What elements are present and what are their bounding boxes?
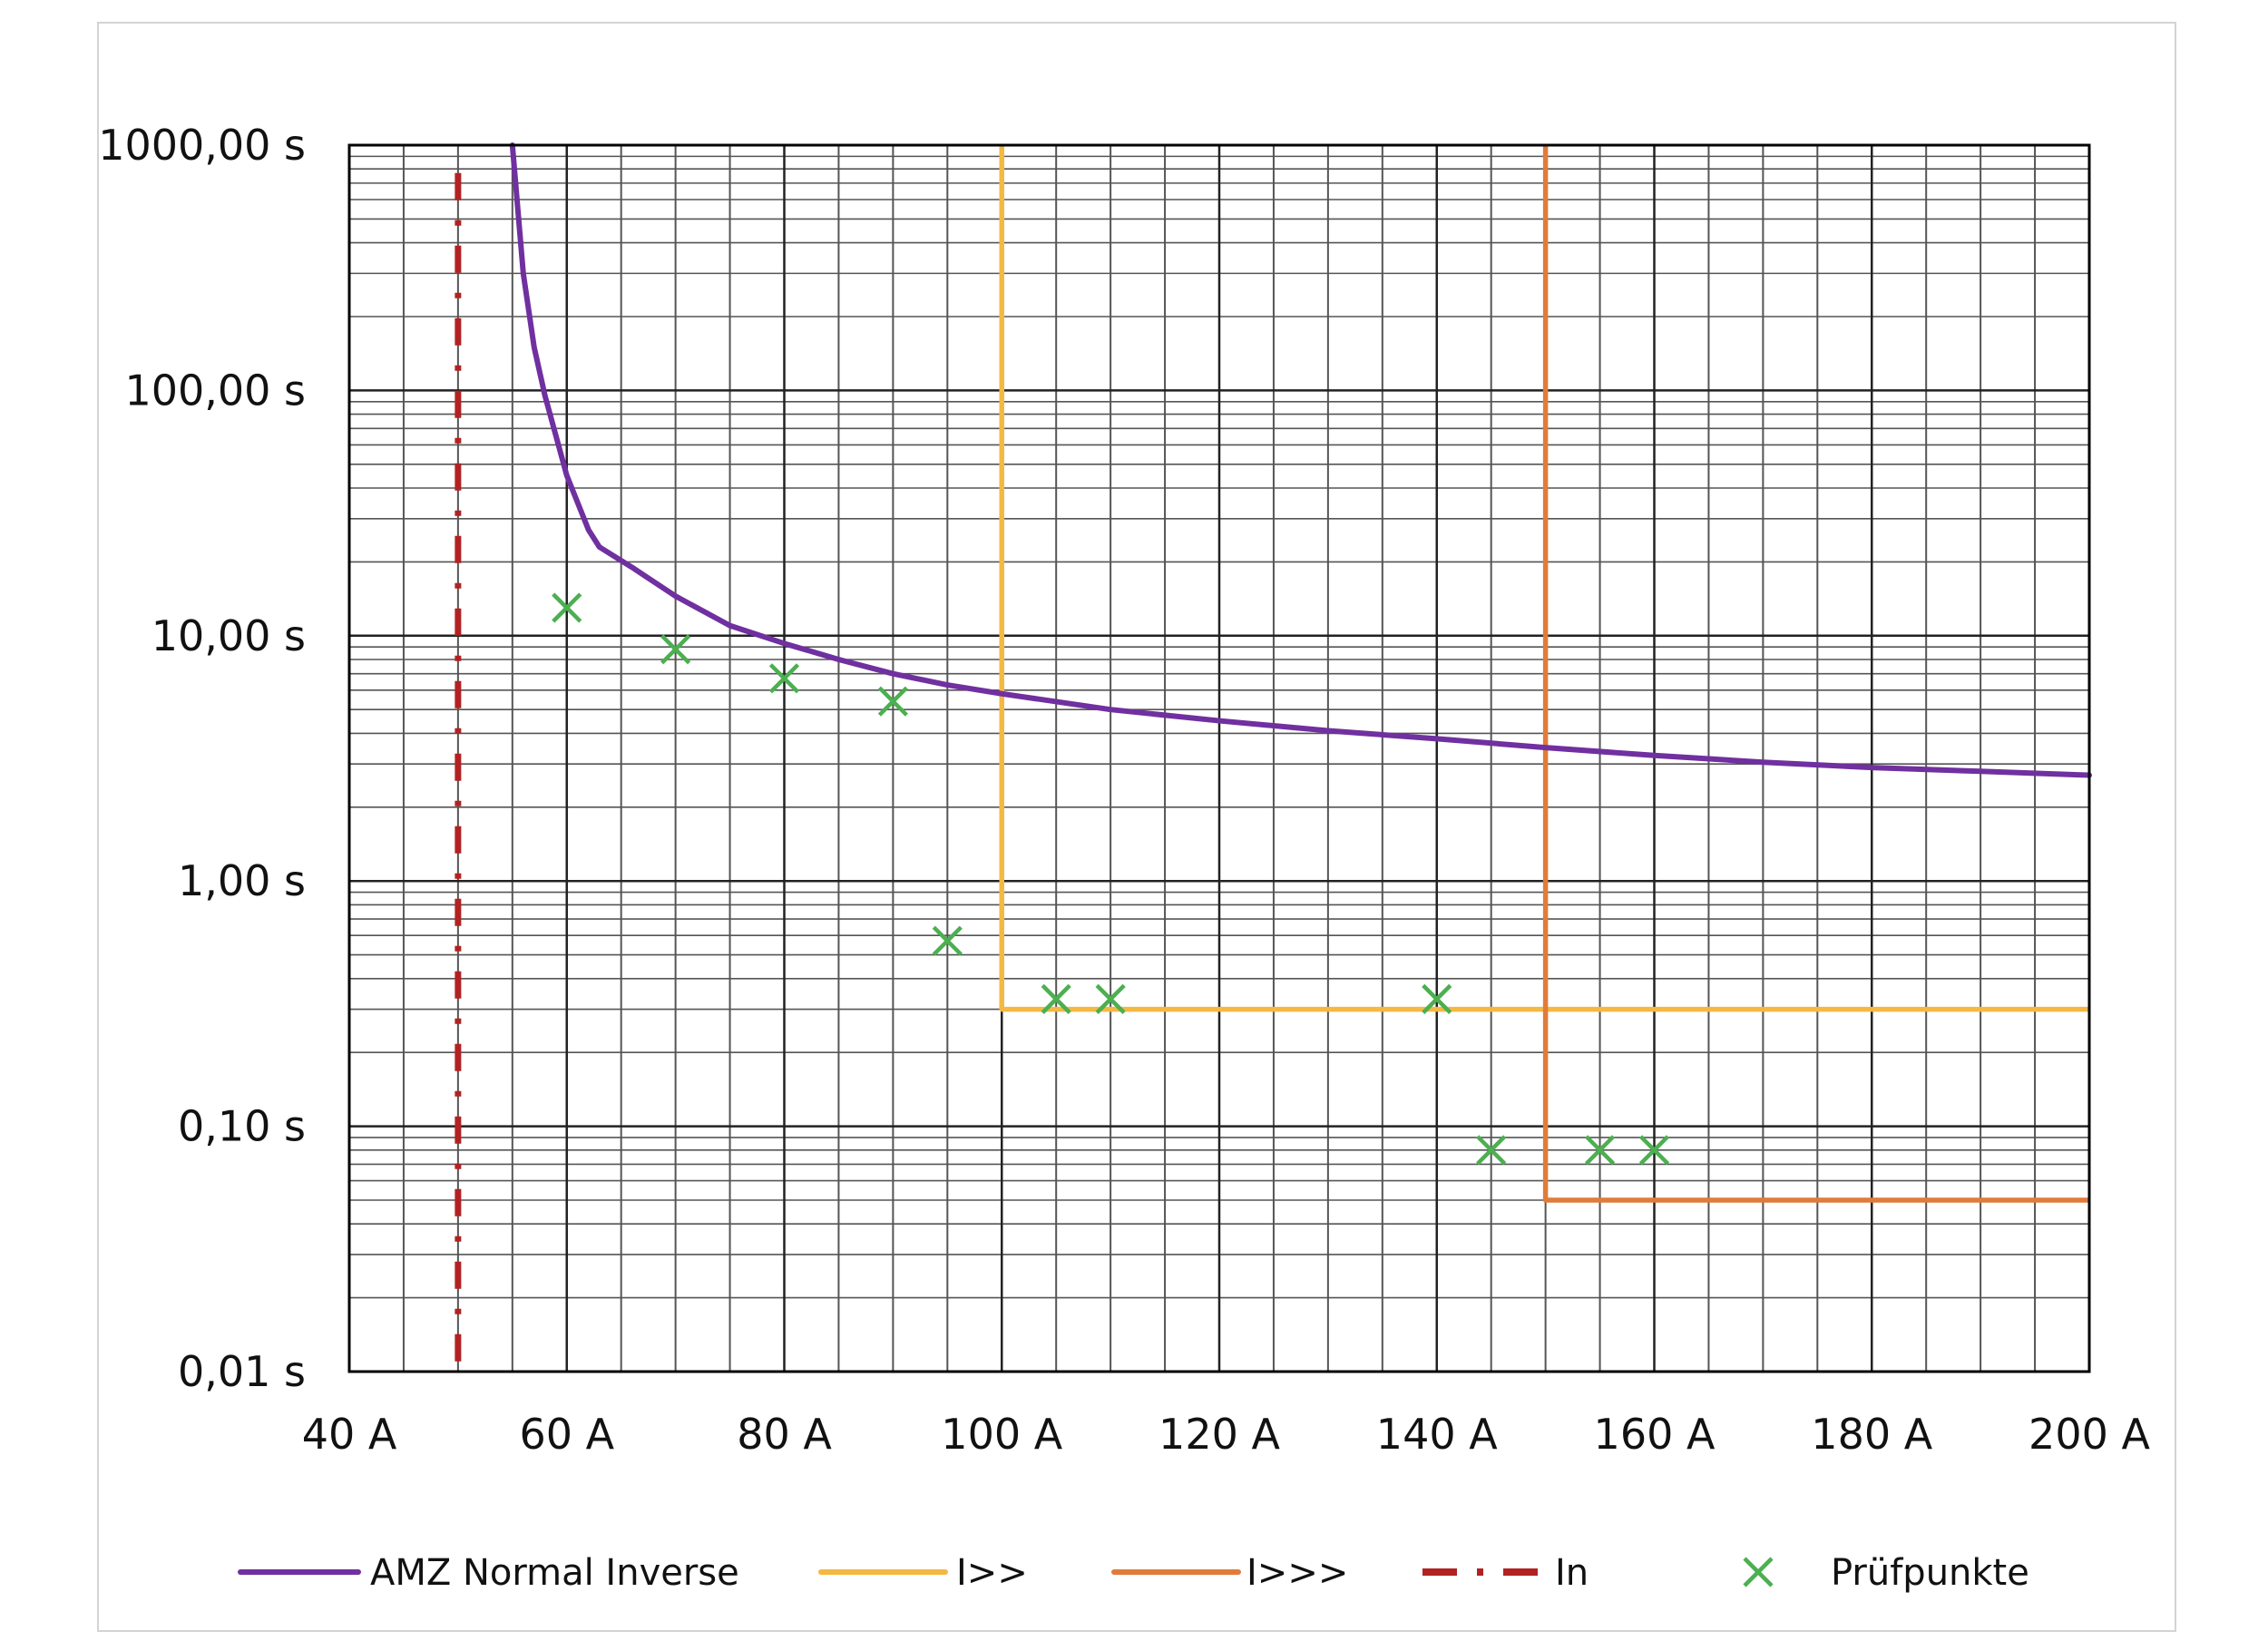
chart-frame (97, 22, 2176, 1632)
legend-label: AMZ Normal Inverse (370, 1552, 739, 1594)
y-tick-labels: 0,01 s 0,10 s 1,00 s 10,00 s 100,00 s 1000,00… (98, 121, 306, 1396)
y-tick-label: 10,00 s (152, 611, 306, 660)
legend-item-pr-fpunkte: Prüfpunkte (1743, 1552, 2029, 1594)
series-line-i (999, 145, 2089, 1012)
data-point-pr-fpunkte (1638, 1135, 1670, 1166)
x-tick-labels: 40 A 60 A 80 A 100 A 120 A 140 A 160 A 180 A 200… (302, 1410, 2151, 1459)
data-point-pr-fpunkte (1041, 983, 1071, 1014)
y-tick-label: 100,00 s (124, 366, 306, 415)
x-tick-label: 120 A (1158, 1410, 1280, 1459)
x-tick-label: 200 A (2028, 1410, 2150, 1459)
x-tick-label: 180 A (1811, 1410, 1932, 1459)
legend-label: I>> (956, 1552, 1028, 1594)
legend-item-i: I>>> (1111, 1552, 1348, 1594)
data-point-pr-fpunkte (877, 686, 908, 717)
major-grid (347, 145, 2091, 1373)
y-tick-label: 1,00 s (178, 856, 306, 905)
legend-label: In (1555, 1552, 1589, 1594)
legend-item-amz-normal-inverse: AMZ Normal Inverse (238, 1552, 739, 1594)
plot-border (347, 143, 2091, 1373)
legend-label: Prüfpunkte (1831, 1552, 2029, 1594)
data-point-pr-fpunkte (932, 925, 963, 956)
y-tick-label: 1000,00 s (98, 121, 306, 170)
legend-item-i: I>> (818, 1552, 1028, 1594)
x-tick-label: 140 A (1376, 1410, 1498, 1459)
data-point-pr-fpunkte (768, 663, 800, 694)
data-point-pr-fpunkte (552, 592, 582, 623)
series-layer (455, 142, 2092, 1362)
x-tick-label: 160 A (1594, 1410, 1716, 1459)
data-point-pr-fpunkte (1095, 983, 1126, 1014)
legend: AMZ Normal Inverse I>> I>>> In Prüfpunkte (238, 1552, 2029, 1594)
data-point-pr-fpunkte (1476, 1135, 1507, 1166)
y-tick-label: 0,01 s (178, 1347, 306, 1396)
x-tick-label: 60 A (519, 1410, 614, 1459)
x-tick-label: 40 A (302, 1410, 397, 1459)
legend-item-in: In (1422, 1552, 1589, 1594)
y-tick-label: 0,10 s (178, 1102, 306, 1151)
data-point-pr-fpunkte (1584, 1135, 1616, 1166)
x-tick-label: 100 A (941, 1410, 1062, 1459)
data-point-pr-fpunkte (1422, 983, 1452, 1014)
legend-marker (1743, 1557, 1774, 1587)
series-line-i (1542, 145, 2089, 1203)
x-tick-label: 80 A (737, 1410, 832, 1459)
legend-label: I>>> (1246, 1552, 1348, 1594)
data-point-pr-fpunkte (660, 634, 691, 665)
series-line-amz-normal-inverse (509, 142, 2092, 778)
